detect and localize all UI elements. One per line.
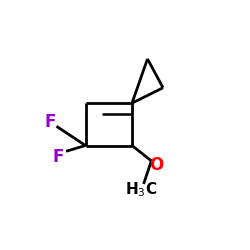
Text: F: F: [45, 114, 56, 132]
Text: F: F: [53, 148, 64, 166]
Text: H$_3$C: H$_3$C: [124, 180, 157, 199]
Text: O: O: [149, 156, 163, 174]
